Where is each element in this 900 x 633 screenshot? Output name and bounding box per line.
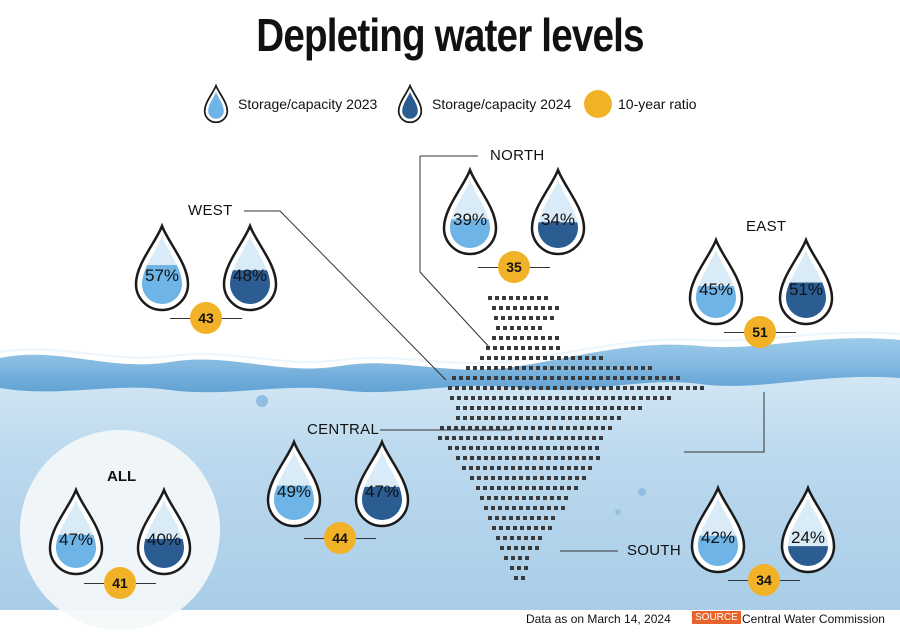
pct-west-2023: 57% <box>144 266 180 285</box>
ratio-all: 41 <box>104 567 136 599</box>
fill-level-2024 <box>362 486 402 520</box>
pct-all-2024: 40% <box>146 530 182 549</box>
source-name: Central Water Commission <box>742 612 885 626</box>
pct-east-2024: 51% <box>788 280 824 299</box>
footer-date: Data as on March 14, 2024 <box>526 612 671 626</box>
water-bubble <box>615 509 621 515</box>
drop-north-2024: 34% <box>526 166 590 258</box>
drop-all-2024: 40% <box>132 486 196 578</box>
ratio-central: 44 <box>324 522 356 554</box>
fill-level-2024 <box>230 270 270 304</box>
pct-north-2024: 34% <box>540 210 576 229</box>
fill-level-2024 <box>788 546 828 566</box>
pct-east-2023: 45% <box>698 280 734 299</box>
region-label-west: WEST <box>188 202 233 219</box>
legend-label-ratio: 10-year ratio <box>618 96 697 112</box>
region-label-all: ALL <box>107 468 137 485</box>
drop-west-2024: 48% <box>218 222 282 314</box>
legend-label-2023: Storage/capacity 2023 <box>238 96 378 112</box>
drop-all-2023: 47% <box>44 486 108 578</box>
source-badge: SOURCE <box>692 611 741 624</box>
water-surface <box>0 338 900 393</box>
pct-south-2023: 42% <box>700 528 736 547</box>
fill-level-2023 <box>274 485 314 520</box>
legend-item-ratio: 10-year ratio <box>584 84 697 124</box>
drop-west-2023: 57% <box>130 222 194 314</box>
north-leader-line <box>419 156 491 349</box>
drop-south-2023: 42% <box>686 484 750 576</box>
water-drop-dark-icon <box>397 84 423 124</box>
ratio-south: 34 <box>748 564 780 596</box>
drop-east-2024: 51% <box>774 236 838 328</box>
pct-central-2024: 47% <box>364 482 400 501</box>
fill-level-2023 <box>142 265 182 304</box>
region-label-central: CENTRAL <box>307 421 380 438</box>
ratio-west: 43 <box>190 302 222 334</box>
page-title: Depleting water levels <box>256 9 644 61</box>
drop-east-2023: 45% <box>684 236 748 328</box>
drop-north-2023: 39% <box>438 166 502 258</box>
drop-central-2023: 49% <box>262 438 326 530</box>
fill-level-2024 <box>786 282 826 318</box>
india-map-dots <box>438 296 704 580</box>
east-leader-line <box>684 392 765 453</box>
west-leader-line <box>244 210 447 381</box>
water-bubble <box>256 395 268 407</box>
ratio-north: 35 <box>498 251 530 283</box>
pct-west-2024: 48% <box>232 266 268 285</box>
pct-all-2023: 47% <box>58 530 94 549</box>
pct-central-2023: 49% <box>276 482 312 501</box>
drop-south-2024: 24% <box>776 484 840 576</box>
region-label-east: EAST <box>746 218 787 235</box>
fill-level-2023 <box>696 285 736 318</box>
region-label-north: NORTH <box>490 147 545 164</box>
legend: Storage/capacity 2023 Storage/capacity 2… <box>0 84 900 124</box>
ratio-circle-icon <box>584 90 612 118</box>
pct-south-2024: 24% <box>790 528 826 547</box>
fill-level-2023 <box>56 534 96 568</box>
all-region-circle <box>20 430 220 630</box>
legend-item-2024: Storage/capacity 2024 <box>394 84 571 124</box>
legend-label-2024: Storage/capacity 2024 <box>432 96 572 112</box>
pct-north-2023: 39% <box>452 210 488 229</box>
water-bubble <box>638 488 646 496</box>
region-label-south: SOUTH <box>627 542 681 559</box>
drop-central-2024: 47% <box>350 438 414 530</box>
water-drop-light-icon <box>203 84 229 124</box>
legend-item-2023: Storage/capacity 2023 <box>200 84 377 124</box>
ratio-east: 51 <box>744 316 776 348</box>
